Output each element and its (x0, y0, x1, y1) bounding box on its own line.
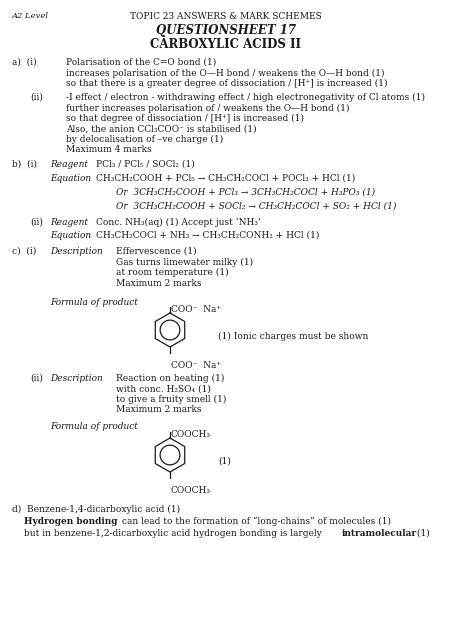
Text: (1) Ionic charges must be shown: (1) Ionic charges must be shown (217, 332, 368, 341)
Text: (ii): (ii) (30, 93, 43, 102)
Text: Formula of product: Formula of product (50, 298, 138, 307)
Text: Reagent: Reagent (50, 160, 88, 169)
Text: Equation: Equation (50, 174, 91, 183)
Text: b)  (i): b) (i) (12, 160, 37, 169)
Text: QUESTIONSHEET 17: QUESTIONSHEET 17 (156, 24, 295, 37)
Text: intramolecular: intramolecular (341, 529, 416, 538)
Text: -I effect / electron - withdrawing effect / high electronegativity of Cl atoms (: -I effect / electron - withdrawing effec… (66, 93, 424, 102)
Text: COOCH₃: COOCH₃ (170, 430, 211, 439)
Text: Gas turns limewater milky (1): Gas turns limewater milky (1) (116, 257, 253, 267)
Text: (ii): (ii) (30, 218, 43, 227)
Text: CH₃CH₂COOH + PCl₅ → CH₃CH₂COCl + POCl₃ + HCl (1): CH₃CH₂COOH + PCl₅ → CH₃CH₂COCl + POCl₃ +… (96, 174, 354, 183)
Text: d)  Benzene-1,4-dicarboxylic acid (1): d) Benzene-1,4-dicarboxylic acid (1) (12, 505, 180, 514)
Text: with conc. H₂SO₄ (1): with conc. H₂SO₄ (1) (116, 385, 211, 394)
Text: Hydrogen bonding: Hydrogen bonding (24, 517, 117, 526)
Text: further increases polarisation of / weakens the O—H bond (1): further increases polarisation of / weak… (66, 104, 349, 113)
Text: Maximum 2 marks: Maximum 2 marks (116, 278, 201, 287)
Text: Polarisation of the C=O bond (1): Polarisation of the C=O bond (1) (66, 58, 216, 67)
Text: COO⁻  Na⁺: COO⁻ Na⁺ (170, 361, 221, 370)
Text: Description: Description (50, 374, 102, 383)
Text: Also, the anion CCl₃COO⁻ is stabilised (1): Also, the anion CCl₃COO⁻ is stabilised (… (66, 125, 256, 134)
Text: Description: Description (50, 247, 102, 256)
Text: to give a fruity smell (1): to give a fruity smell (1) (116, 395, 226, 404)
Text: a)  (i): a) (i) (12, 58, 37, 67)
Text: CARBOXYLIC ACIDS II: CARBOXYLIC ACIDS II (150, 38, 301, 51)
Text: Maximum 4 marks: Maximum 4 marks (66, 145, 151, 154)
Text: Maximum 2 marks: Maximum 2 marks (116, 406, 201, 415)
Text: Effervescence (1): Effervescence (1) (116, 247, 196, 256)
Text: COO⁻  Na⁺: COO⁻ Na⁺ (170, 305, 221, 314)
Text: COOCH₃: COOCH₃ (170, 486, 211, 495)
Text: Equation: Equation (50, 231, 91, 240)
Text: Conc. NH₃(aq) (1) Accept just ‘NH₃’: Conc. NH₃(aq) (1) Accept just ‘NH₃’ (96, 218, 260, 227)
Text: Formula of product: Formula of product (50, 422, 138, 431)
Text: Reaction on heating (1): Reaction on heating (1) (116, 374, 224, 383)
Text: (ii): (ii) (30, 374, 43, 383)
Text: Reagent: Reagent (50, 218, 88, 227)
Text: CH₃CH₂COCl + NH₃ → CH₃CH₂CONH₂ + HCl (1): CH₃CH₂COCl + NH₃ → CH₃CH₂CONH₂ + HCl (1) (96, 231, 319, 240)
Text: (1): (1) (217, 457, 230, 466)
Text: but in benzene-1,2-dicarboxylic acid hydrogen bonding is largely: but in benzene-1,2-dicarboxylic acid hyd… (24, 529, 324, 538)
Text: c)  (i): c) (i) (12, 247, 36, 256)
Text: can lead to the formation of “long-chains” of molecules (1): can lead to the formation of “long-chain… (119, 517, 390, 526)
Text: Or  3CH₃CH₂COOH + SOCl₂ → CH₃CH₂COCl + SO₂ + HCl (1): Or 3CH₃CH₂COOH + SOCl₂ → CH₃CH₂COCl + SO… (116, 202, 396, 211)
Text: so that degree of dissociation / [H⁺] is increased (1): so that degree of dissociation / [H⁺] is… (66, 114, 304, 123)
Text: (1): (1) (413, 529, 429, 538)
Text: PCl₃ / PCl₅ / SOCl₂ (1): PCl₃ / PCl₅ / SOCl₂ (1) (96, 160, 194, 169)
Text: at room temperature (1): at room temperature (1) (116, 268, 228, 277)
Text: TOPIC 23 ANSWERS & MARK SCHEMES: TOPIC 23 ANSWERS & MARK SCHEMES (130, 12, 321, 21)
Text: increases polarisation of the O—H bond / weakens the O—H bond (1): increases polarisation of the O—H bond /… (66, 68, 384, 77)
Text: A2 Level: A2 Level (12, 12, 49, 20)
Text: Or  3CH₃CH₂COOH + PCl₃ → 3CH₃CH₂COCl + H₃PO₃ (1): Or 3CH₃CH₂COOH + PCl₃ → 3CH₃CH₂COCl + H₃… (116, 188, 374, 197)
Text: so that there is a greater degree of dissociation / [H⁺] is increased (1): so that there is a greater degree of dis… (66, 79, 387, 88)
Text: by delocalisation of –ve charge (1): by delocalisation of –ve charge (1) (66, 135, 223, 144)
